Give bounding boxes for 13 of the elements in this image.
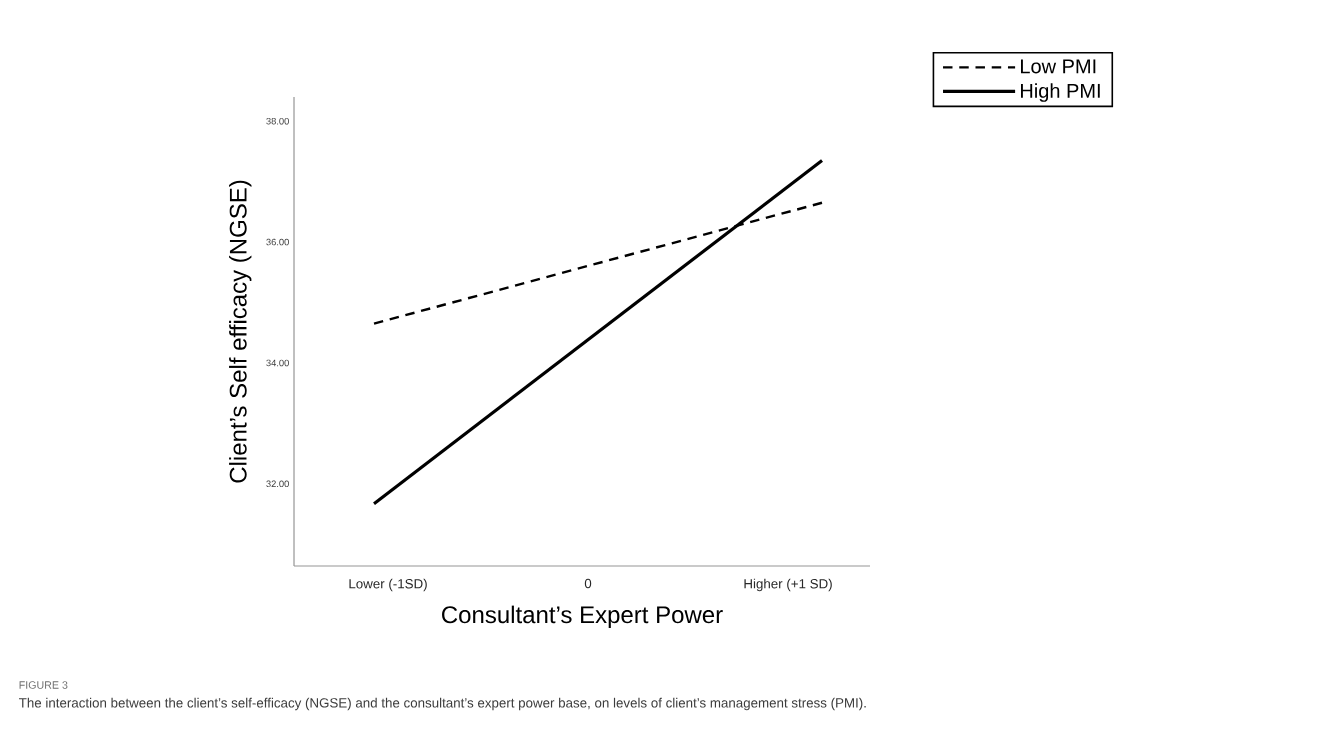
- y-tick-label: 32.00: [266, 480, 289, 488]
- x-tick-label: 0: [584, 578, 592, 589]
- y-tick-label: 38.00: [266, 117, 289, 125]
- x-tick-label: Lower (-1SD): [349, 578, 427, 592]
- y-axis-title: Client’s Self efficacy (NGSE): [229, 180, 252, 483]
- y-tick-label: 36.00: [266, 238, 289, 246]
- legend-label: High PMI: [1021, 83, 1100, 102]
- y-tick-label: 34.00: [266, 359, 289, 367]
- legend-label: Low PMI: [1021, 59, 1096, 74]
- x-tick-label: Higher (+1 SD): [744, 578, 832, 592]
- text: The interaction between the client’s self-efficacy (NGSE) and the consultant’s expert power base, on levels of client’s management stress (PMI).: [19, 697, 866, 711]
- caption: FIGURE 3: [19, 681, 68, 689]
- x-axis-title: Consultant’s Expert Power: [442, 605, 723, 628]
